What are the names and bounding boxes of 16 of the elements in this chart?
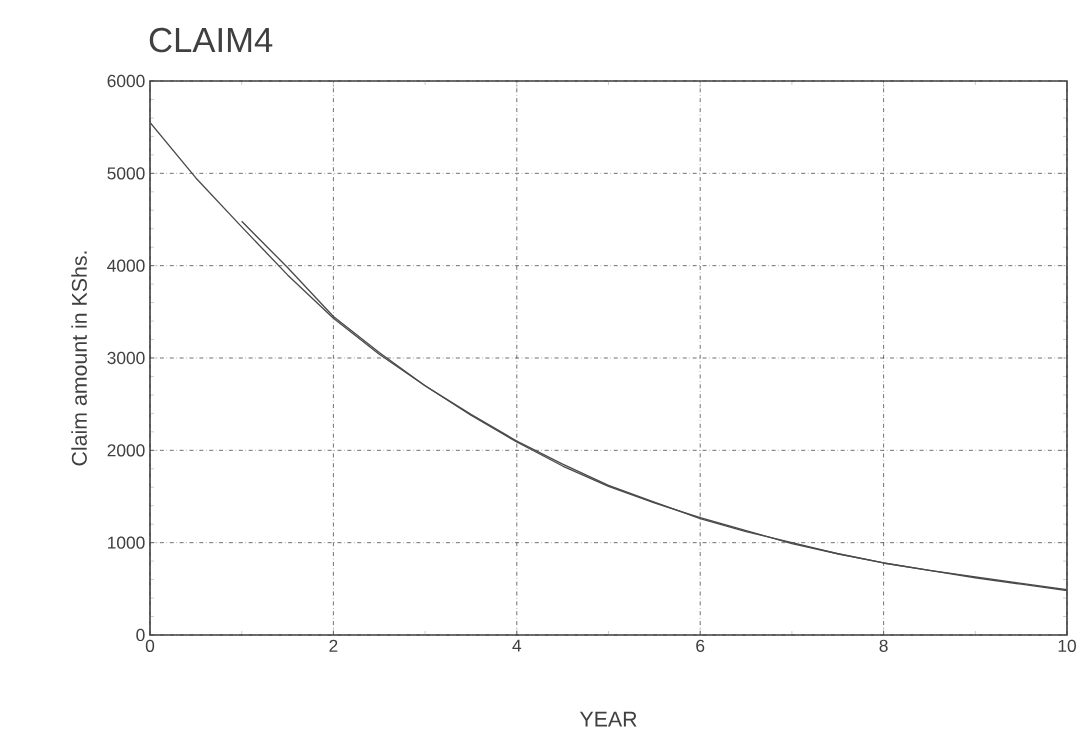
y-axis-title: Claim amount in KShs. <box>71 251 87 466</box>
x-tick-label: 6 <box>696 639 705 652</box>
y-tick-label: 1000 <box>108 536 145 549</box>
y-tick-label: 6000 <box>107 74 145 88</box>
x-tick-label: 10 <box>1058 639 1076 652</box>
y-tick-label: 5000 <box>107 167 145 180</box>
chart-title: CLAIM4 <box>149 27 273 53</box>
x-axis-title: YEAR <box>579 711 637 727</box>
y-tick-label: 4000 <box>107 259 145 272</box>
x-tick-label: 0 <box>145 639 155 652</box>
y-tick-label: 3000 <box>107 351 145 365</box>
y-tick-label: 2000 <box>107 444 145 457</box>
x-tick-label: 2 <box>329 639 338 652</box>
y-tick-label: 0 <box>136 628 145 642</box>
x-tick-label: 8 <box>879 639 888 652</box>
x-tick-label: 4 <box>512 639 522 652</box>
